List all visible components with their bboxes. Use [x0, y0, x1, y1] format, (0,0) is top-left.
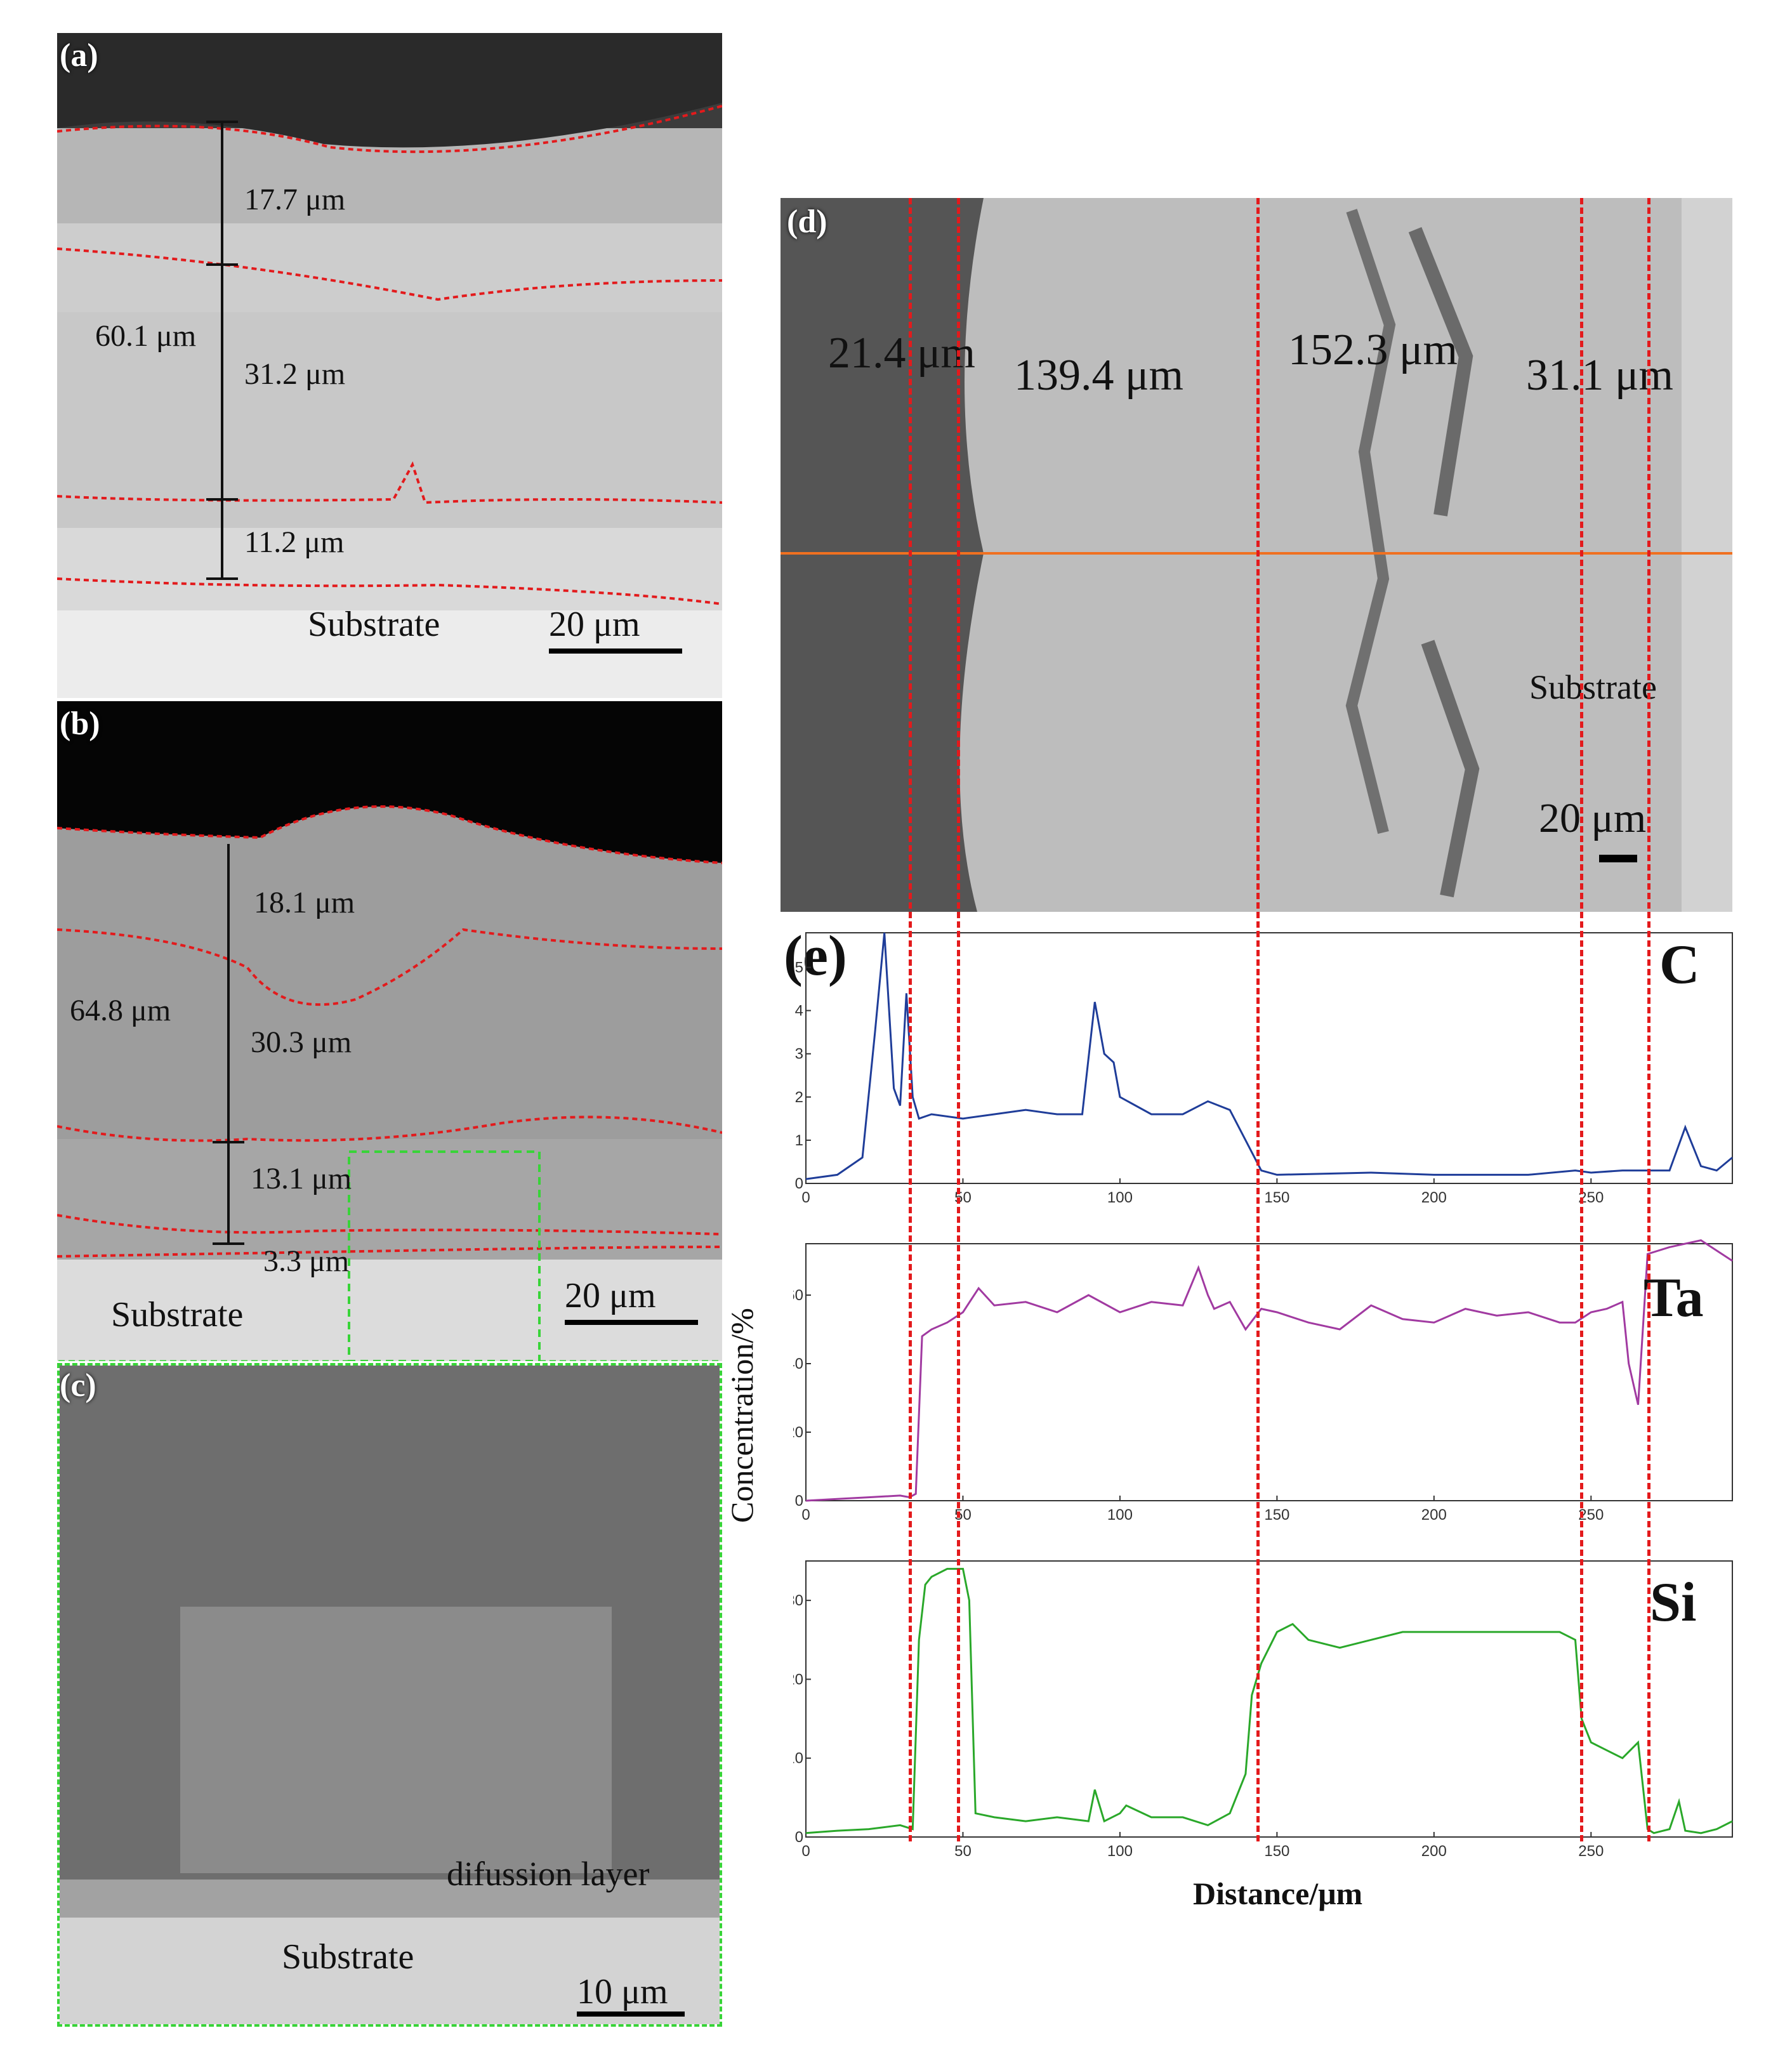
chart-ta-frame — [805, 1243, 1733, 1501]
chart-si-xtick-label: 50 — [954, 1843, 972, 1860]
panel-a-layer2-thickness: 31.2 μm — [244, 357, 346, 391]
panel-b-layer1-thickness: 18.1 μm — [254, 886, 355, 919]
boundary-line-1 — [909, 198, 912, 1841]
chart-ta-ytick-label: 40 — [793, 1355, 803, 1373]
chart-si-xtick-label: 200 — [1421, 1843, 1447, 1860]
chart-c-ytick-label: 0 — [795, 1175, 803, 1192]
chart-ta-ytick-label: 20 — [793, 1424, 803, 1441]
panel-d-label: (d) — [787, 204, 827, 240]
chart-ta-xtick-label: 100 — [1107, 1506, 1133, 1524]
panel-c-micrograph — [60, 1366, 720, 2024]
panel-c: (c) difussion layer Substrate 10 μm — [57, 1363, 722, 2027]
chart-c-ytick-label: 4 — [795, 1003, 803, 1020]
element-label-ta: Ta — [1644, 1267, 1704, 1329]
panel-d-scale-bar — [1599, 855, 1637, 862]
chart-c-xtick-label: 100 — [1107, 1189, 1133, 1206]
chart-si-ytick-label: 10 — [793, 1750, 803, 1767]
panel-a-layer3-thickness: 11.2 μm — [244, 525, 345, 559]
panel-c-label: (c) — [60, 1367, 96, 1404]
panel-a-total-thickness: 60.1 μm — [95, 319, 197, 353]
y-axis-label: Concentration/% — [724, 1308, 760, 1523]
panel-c-diffusion-label: difussion layer — [447, 1855, 650, 1893]
chart-c-ytick-label: 3 — [795, 1046, 803, 1063]
chart-si: 0 50 100 150 200 250 0 10 20 30 — [786, 1555, 1739, 1866]
panel-c-scale-text: 10 μm — [577, 1972, 668, 2012]
panel-b-scale-bar — [565, 1320, 698, 1325]
panel-a-label: (a) — [60, 37, 98, 74]
panel-c-substrate-label: Substrate — [282, 1937, 414, 1977]
chart-c-ytick-label: 5 — [795, 959, 803, 976]
x-axis-label: Distance/μm — [1193, 1876, 1363, 1911]
element-label-si: Si — [1650, 1572, 1697, 1633]
chart-ta-xtick-label: 0 — [801, 1506, 810, 1524]
chart-ta-series-line — [805, 1239, 1733, 1502]
chart-si-ytick-label: 20 — [793, 1671, 803, 1688]
panel-a: (a) 17.7 μm 60.1 μm 31.2 μm 11.2 μm Subs… — [57, 33, 722, 698]
panel-e-label: (e) — [784, 925, 847, 987]
chart-si-series-line — [805, 1567, 1733, 1834]
panel-d-substrate-label: Substrate — [1529, 668, 1657, 706]
panel-a-micrograph — [57, 33, 722, 698]
panel-d-scale-text: 20 μm — [1539, 795, 1647, 841]
panel-d-thickness-1: 21.4 μm — [828, 329, 975, 378]
chart-ta: 0501001502002500204060 — [786, 1237, 1739, 1529]
panel-b-label: (b) — [60, 706, 100, 742]
boundary-line-5 — [1647, 198, 1650, 1841]
panel-b-total-thickness: 64.8 μm — [70, 994, 171, 1027]
chart-si-xtick-label: 100 — [1107, 1843, 1133, 1860]
zoom-connector — [57, 1360, 722, 1361]
chart-c-series-line — [805, 932, 1733, 1180]
panel-a-substrate-label: Substrate — [308, 605, 440, 644]
chart-si-ytick-label: 0 — [795, 1829, 803, 1846]
panel-a-scale-bar — [549, 649, 682, 654]
chart-ta-xtick-label: 200 — [1421, 1506, 1447, 1524]
panel-b-layer3-thickness: 13.1 μm — [251, 1162, 352, 1195]
panel-b-layer4-thickness: 3.3 μm — [263, 1244, 350, 1278]
element-label-c: C — [1659, 934, 1700, 996]
chart-si-frame — [805, 1560, 1733, 1838]
boundary-line-2 — [957, 198, 960, 1841]
panel-a-scale-text: 20 μm — [549, 605, 640, 644]
chart-si-xtick-label: 250 — [1578, 1843, 1604, 1860]
chart-si-xtick-label: 0 — [801, 1843, 810, 1860]
chart-si-ytick-label: 30 — [793, 1592, 803, 1609]
chart-ta-ytick-label: 60 — [793, 1287, 803, 1304]
panel-c-scale-bar — [577, 2012, 685, 2017]
panel-b-scale-text: 20 μm — [565, 1276, 656, 1315]
chart-c-frame — [805, 932, 1733, 1184]
panel-d-thickness-2: 139.4 μm — [1014, 351, 1183, 400]
panel-b: (b) 18.1 μm 64.8 μm 30.3 μm 13.1 μm 3.3 … — [57, 701, 722, 1361]
panel-d-thickness-4: 31.1 μm — [1526, 351, 1673, 400]
chart-ta-ytick-label: 0 — [795, 1492, 803, 1510]
chart-c-xtick-label: 200 — [1421, 1189, 1447, 1206]
panel-d-thickness-3: 152.3 μm — [1288, 326, 1458, 374]
panel-b-substrate-label: Substrate — [111, 1295, 244, 1334]
chart-ta-xtick-label: 150 — [1264, 1506, 1289, 1524]
panel-a-layer1-thickness: 17.7 μm — [244, 183, 346, 216]
chart-c-xtick-label: 150 — [1264, 1189, 1289, 1206]
chart-c-xtick-label: 0 — [801, 1189, 810, 1206]
boundary-line-3 — [1256, 198, 1260, 1841]
boundary-line-4 — [1580, 198, 1583, 1841]
chart-c: 0 50 100 150 200 250 0 1 2 3 4 5 — [793, 926, 1739, 1212]
chart-c-ytick-label: 2 — [795, 1089, 803, 1106]
chart-si-xtick-label: 150 — [1264, 1843, 1289, 1860]
chart-c-ytick-label: 1 — [795, 1132, 803, 1149]
panel-b-layer2-thickness: 30.3 μm — [251, 1025, 352, 1059]
panel-b-micrograph — [57, 701, 722, 1361]
